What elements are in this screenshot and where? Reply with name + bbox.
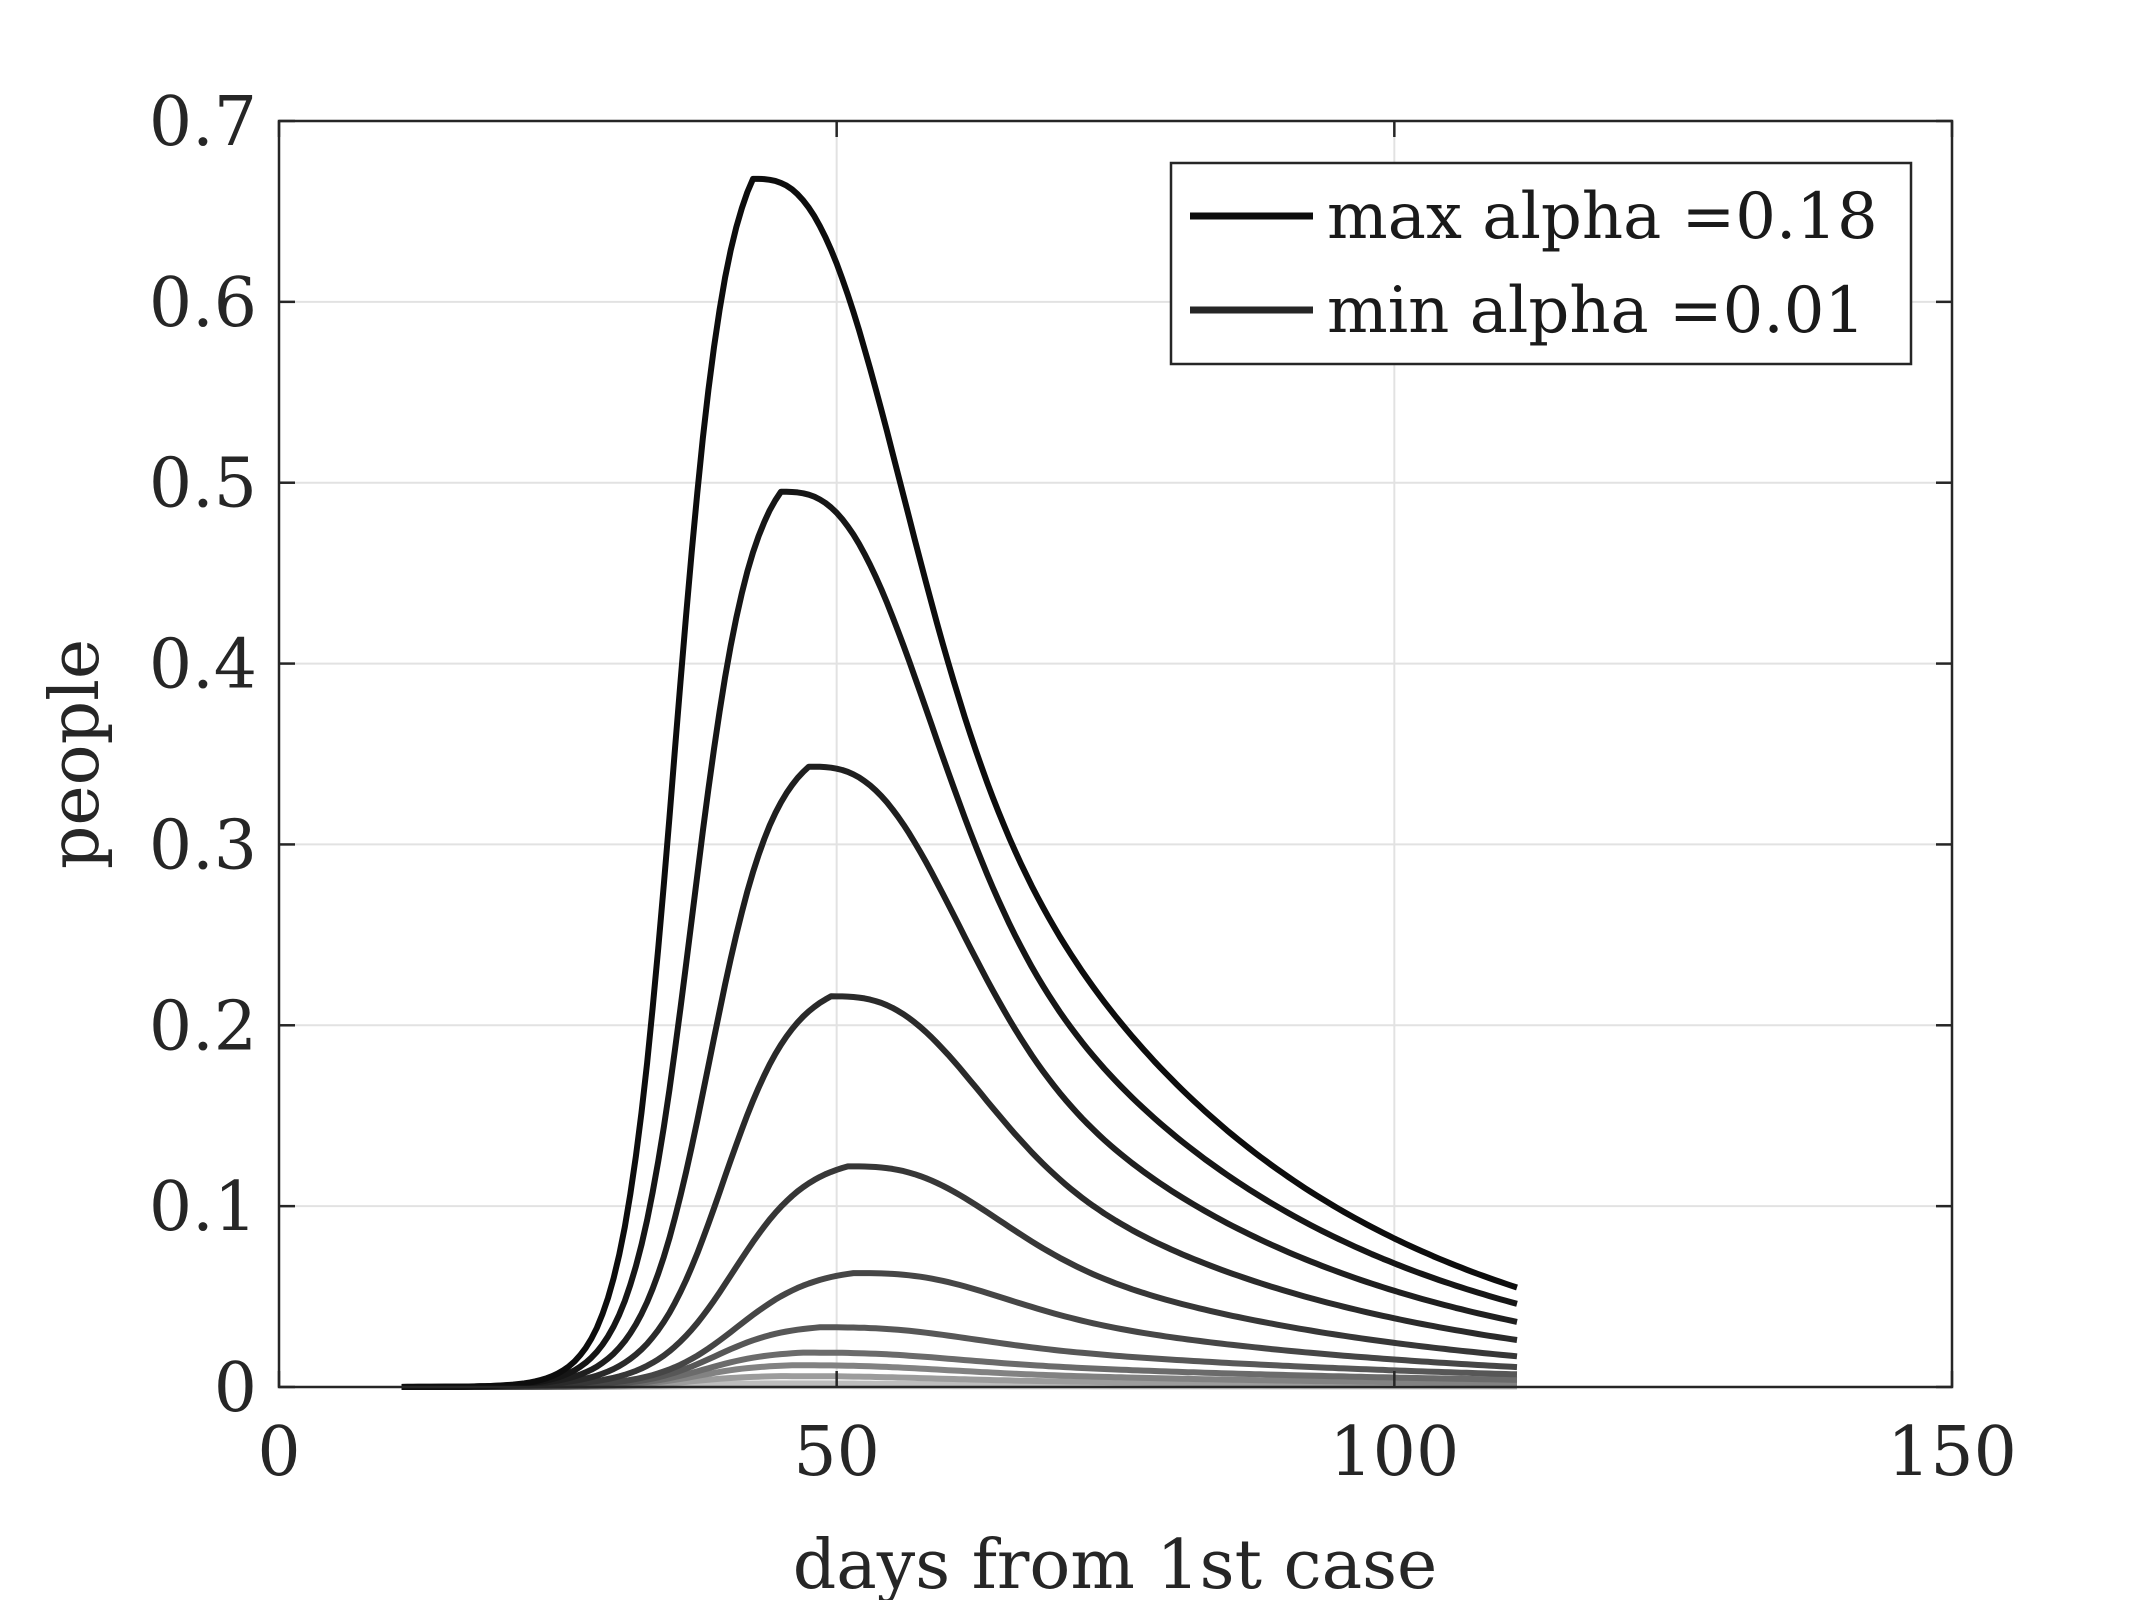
series-line-5 <box>401 1163 1518 1390</box>
series-line-4 <box>401 993 1518 1390</box>
x-tick-label: 100 <box>1329 1413 1459 1492</box>
legend: max alpha =0.18 min alpha =0.01 <box>1169 161 1913 366</box>
axes-frame <box>277 119 1954 1389</box>
legend-box <box>1169 161 1913 366</box>
tick-labels: 0 50 100 150 0 0.1 0.2 0.3 0.4 0.5 0.6 0.7 <box>149 83 2017 1492</box>
x-axis-title: days from 1st case <box>793 1526 1438 1600</box>
x-tick-label: 0 <box>257 1413 300 1492</box>
axis-ticks <box>277 119 1954 1389</box>
x-tick-label: 50 <box>793 1413 880 1492</box>
series-line-2 <box>401 488 1518 1390</box>
y-axis-title: people <box>36 639 115 869</box>
legend-label-max: max alpha =0.18 <box>1327 180 1878 254</box>
series-line-3 <box>401 763 1518 1390</box>
y-tick-label: 0.3 <box>149 806 257 885</box>
grid-lines <box>279 121 1952 1387</box>
series-line-1 <box>401 175 1518 1390</box>
y-tick-label: 0.1 <box>149 1168 257 1247</box>
y-tick-label: 0 <box>214 1349 257 1428</box>
y-tick-label: 0.7 <box>149 83 257 162</box>
y-tick-label: 0.5 <box>149 445 257 524</box>
y-tick-label: 0.6 <box>149 264 257 343</box>
y-tick-label: 0.2 <box>149 987 257 1066</box>
y-tick-label: 0.4 <box>149 626 257 705</box>
legend-label-min: min alpha =0.01 <box>1327 274 1865 348</box>
x-tick-label: 150 <box>1887 1413 2017 1492</box>
